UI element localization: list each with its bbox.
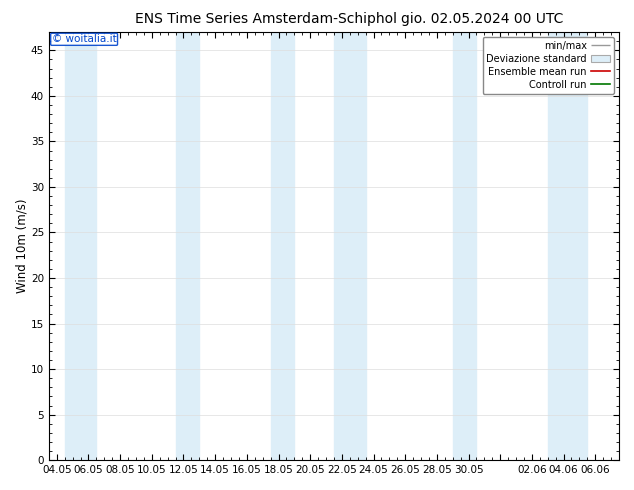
Bar [453, 32, 477, 460]
Bar [65, 32, 96, 460]
Bar [176, 32, 199, 460]
Bar [271, 32, 294, 460]
Bar [334, 32, 366, 460]
Text: gio. 02.05.2024 00 UTC: gio. 02.05.2024 00 UTC [401, 12, 563, 26]
Text: © woitalia.it: © woitalia.it [52, 34, 117, 44]
Bar [548, 32, 587, 460]
Legend: min/max, Deviazione standard, Ensemble mean run, Controll run: min/max, Deviazione standard, Ensemble m… [482, 37, 614, 94]
Y-axis label: Wind 10m (m/s): Wind 10m (m/s) [15, 199, 28, 294]
Text: ENS Time Series Amsterdam-Schiphol: ENS Time Series Amsterdam-Schiphol [135, 12, 398, 26]
